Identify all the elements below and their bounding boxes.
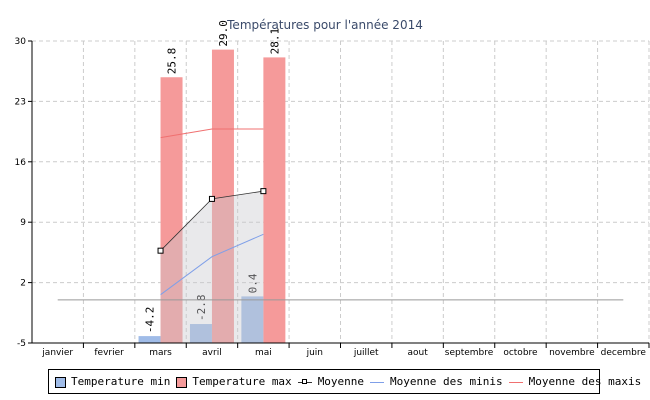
legend-label: Moyenne — [317, 375, 365, 388]
legend-item-moyenne: Moyenne — [297, 375, 365, 388]
line-moyenne-des-maxis — [160, 128, 264, 139]
moyenne-point — [157, 247, 164, 254]
line-moyenne-des-minis — [160, 233, 264, 296]
bar-temperature-max — [160, 77, 183, 344]
x-tick-label: octobre — [503, 348, 538, 358]
data-label: -4.2 — [144, 307, 157, 334]
x-tick-label: juillet — [353, 348, 379, 358]
moyenne-point — [260, 188, 267, 195]
legend-item-moyenne-minis: Moyenne des minis — [370, 375, 503, 388]
legend-label: Moyenne des maxis — [528, 375, 642, 388]
chart-title: Températures pour l'année 2014 — [226, 18, 423, 32]
x-tick-label: aout — [407, 348, 428, 358]
data-label: 29.0 — [217, 20, 230, 47]
data-label: 28.1 — [268, 28, 281, 55]
legend-line — [508, 381, 523, 383]
y-tick-label: 16 — [15, 158, 27, 168]
y-tick-label: 2 — [20, 279, 26, 289]
bar-temperature-min — [241, 296, 264, 343]
legend-item-moyenne-maxis: Moyenne des maxis — [508, 375, 642, 388]
x-tick-label: janvier — [41, 348, 73, 358]
bar-temperature-min — [189, 324, 212, 343]
legend-label: Moyenne des minis — [390, 375, 503, 388]
x-tick-label: juin — [306, 348, 323, 358]
legend-item-temperature-min: Temperature min — [55, 375, 170, 388]
data-label: 0.4 — [246, 273, 259, 293]
x-tick-label: decembre — [601, 348, 647, 358]
bar-temperature-max — [211, 49, 234, 343]
legend-line-marker — [297, 378, 312, 384]
moyenne-point — [208, 195, 215, 202]
bar-temperature-max — [263, 57, 286, 343]
data-label: 25.8 — [166, 48, 179, 75]
legend: Temperature min Temperature max Moyenne … — [48, 369, 641, 394]
moyenne-area — [160, 191, 264, 343]
legend-swatch — [55, 376, 66, 388]
legend-swatch — [176, 376, 188, 388]
legend-label: Temperature min — [71, 375, 171, 388]
x-tick-label: novembre — [549, 348, 595, 358]
y-tick-label: 30 — [15, 37, 27, 47]
x-tick-label: fevrier — [94, 348, 124, 358]
y-tick-label: 23 — [15, 97, 26, 107]
x-tick-label: septembre — [445, 348, 494, 358]
legend-line — [370, 381, 385, 383]
y-tick-label: -5 — [17, 339, 26, 349]
legend-item-temperature-max: Temperature max — [176, 375, 292, 388]
y-tick-label: 9 — [20, 218, 26, 228]
x-tick-label: avril — [202, 348, 222, 358]
x-tick-label: mai — [255, 348, 272, 358]
legend-label: Temperature max — [192, 375, 292, 388]
x-tick-label: mars — [149, 348, 172, 358]
bar-temperature-min — [138, 336, 161, 343]
data-label: -2.8 — [195, 295, 208, 322]
